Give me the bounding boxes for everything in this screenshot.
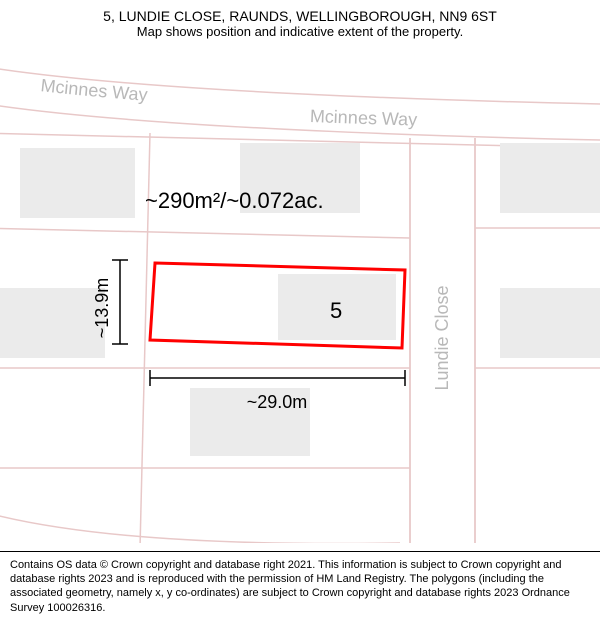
- page-title: 5, LUNDIE CLOSE, RAUNDS, WELLINGBOROUGH,…: [10, 8, 590, 24]
- building: [500, 143, 600, 213]
- page-subtitle: Map shows position and indicative extent…: [10, 24, 590, 39]
- area-label: ~290m²/~0.072ac.: [145, 188, 324, 213]
- road-label-mcinnes-right: Mcinnes Way: [310, 106, 418, 130]
- map-canvas: 5 ~290m²/~0.072ac. ~13.9m ~29.0m Mcinnes…: [0, 48, 600, 543]
- footer: Contains OS data © Crown copyright and d…: [0, 551, 600, 625]
- dim-height-label: ~13.9m: [92, 278, 112, 339]
- building: [20, 148, 135, 218]
- header: 5, LUNDIE CLOSE, RAUNDS, WELLINGBOROUGH,…: [0, 0, 600, 43]
- map-svg: 5 ~290m²/~0.072ac. ~13.9m ~29.0m Mcinnes…: [0, 48, 600, 543]
- house-number: 5: [330, 298, 342, 323]
- dim-width-label: ~29.0m: [247, 392, 308, 412]
- footer-text: Contains OS data © Crown copyright and d…: [10, 559, 570, 614]
- building: [500, 288, 600, 358]
- building: [0, 288, 105, 358]
- road-label-lundie: Lundie Close: [432, 285, 452, 390]
